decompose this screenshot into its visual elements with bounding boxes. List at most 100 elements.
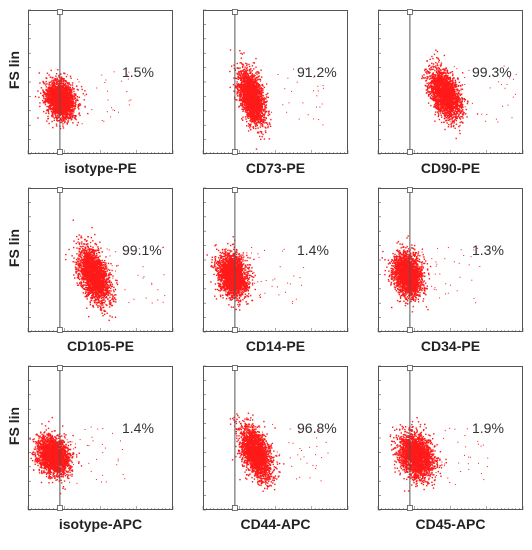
scatter-point <box>65 117 67 120</box>
scatter-point <box>71 82 74 84</box>
scatter-point <box>242 93 244 96</box>
scatter-point <box>52 97 55 99</box>
scatter-point <box>248 81 250 83</box>
scatter-point <box>246 106 248 108</box>
scatter-point <box>246 96 248 98</box>
scatter-point <box>49 91 51 93</box>
scatter-point <box>249 101 251 103</box>
scatter-point <box>53 107 55 110</box>
scatter-point <box>77 78 79 80</box>
scatter-point <box>258 95 260 97</box>
scatter-point <box>252 96 254 98</box>
scatter-point <box>248 90 250 92</box>
scatter-point <box>242 65 244 67</box>
scatter-point <box>58 100 60 103</box>
scatter-point <box>78 113 80 115</box>
scatter-point <box>84 106 86 108</box>
scatter-point <box>63 89 65 91</box>
scatter-point <box>243 68 246 70</box>
scatter-point <box>259 104 261 106</box>
scatter-point <box>257 83 259 85</box>
scatter-point <box>41 94 44 97</box>
scatter-point <box>256 101 259 104</box>
scatter-point <box>51 114 53 117</box>
scatter-point <box>58 88 60 90</box>
scatter-point <box>75 93 77 96</box>
scatter-point <box>64 91 67 93</box>
scatter-point <box>55 102 57 104</box>
scatter-point <box>55 79 57 81</box>
scatter-point <box>302 102 304 104</box>
scatter-point <box>257 131 259 133</box>
scatter-point <box>57 82 59 85</box>
scatter-point <box>244 94 247 96</box>
scatter-point <box>254 118 256 120</box>
scatter-point <box>57 80 60 82</box>
scatter-point <box>236 99 238 101</box>
scatter-point <box>259 121 261 123</box>
scatter-point <box>253 101 256 104</box>
scatter-point <box>52 105 55 107</box>
scatter-point <box>243 81 246 83</box>
scatter-point <box>250 111 252 113</box>
scatter-point <box>260 115 263 118</box>
scatter-point <box>56 119 59 122</box>
scatter-point <box>67 85 70 87</box>
scatter-point <box>250 95 253 97</box>
scatter-point <box>235 86 237 88</box>
scatter-point <box>256 71 258 73</box>
scatter-point <box>259 101 261 104</box>
scatter-point <box>255 97 257 99</box>
scatter-point <box>48 98 50 100</box>
scatter-point <box>238 70 240 73</box>
scatter-point <box>54 101 56 103</box>
scatter-point <box>264 110 267 113</box>
scatter-point <box>43 92 45 94</box>
scatter-point <box>252 81 254 83</box>
scatter-point <box>46 120 48 122</box>
scatter-point <box>50 84 52 86</box>
scatter-point <box>250 79 252 82</box>
scatter-point <box>256 90 259 92</box>
scatter-point <box>236 77 238 80</box>
scatter-point <box>248 103 250 105</box>
scatter-point <box>61 114 64 116</box>
scatter-point <box>254 122 256 124</box>
scatter-point <box>239 87 242 90</box>
scatter-point <box>73 98 76 100</box>
scatter-point <box>51 77 54 79</box>
scatter-point <box>251 119 254 121</box>
scatter-point <box>250 109 253 111</box>
scatter-point <box>55 111 57 113</box>
scatter-point <box>233 64 235 66</box>
scatter-point <box>72 122 74 124</box>
scatter-point <box>250 94 252 96</box>
scatter-point <box>246 96 248 99</box>
scatter-point <box>48 74 50 76</box>
scatter-point <box>263 116 265 119</box>
scatter-point <box>257 127 259 129</box>
scatter-point <box>76 124 78 126</box>
scatter-point <box>101 74 103 76</box>
scatter-point <box>318 119 320 121</box>
scatter-point <box>261 109 264 111</box>
scatter-point <box>248 79 251 81</box>
scatter-point <box>52 100 55 103</box>
scatter-point <box>255 66 257 68</box>
scatter-point <box>56 94 59 96</box>
scatter-point <box>65 87 68 89</box>
scatter-point <box>241 89 244 91</box>
scatter-point <box>255 72 257 74</box>
scatter-point <box>247 100 249 103</box>
scatter-point <box>47 90 49 92</box>
scatter-point <box>66 110 68 112</box>
scatter-point <box>65 118 67 121</box>
scatter-point <box>58 107 60 109</box>
scatter-point <box>248 86 250 89</box>
scatter-point <box>74 102 77 104</box>
scatter-point <box>66 106 68 108</box>
scatter-point <box>62 104 65 107</box>
scatter-point <box>67 93 70 95</box>
scatter-point <box>62 123 64 125</box>
scatter-point <box>265 127 267 129</box>
